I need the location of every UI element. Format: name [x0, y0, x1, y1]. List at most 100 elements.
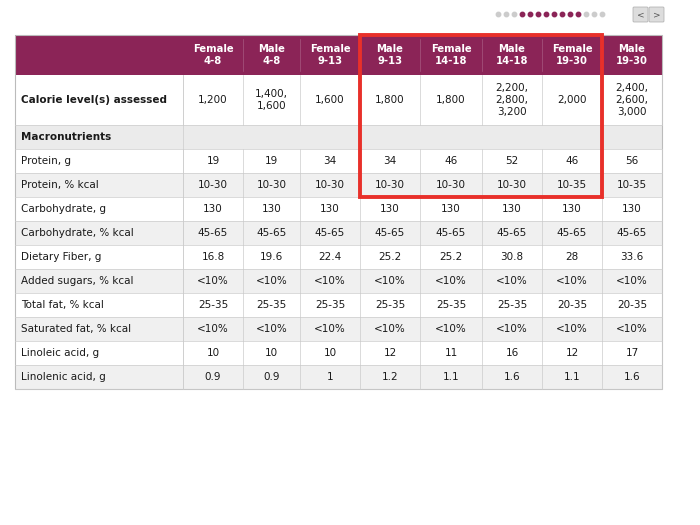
Text: 46: 46	[566, 156, 579, 166]
Text: <10%: <10%	[556, 276, 588, 286]
Bar	[15, 197, 662, 221]
Text: 10: 10	[265, 348, 278, 358]
Text: <10%: <10%	[256, 324, 288, 334]
Text: 45-65: 45-65	[315, 228, 345, 238]
Text: <10%: <10%	[616, 276, 648, 286]
Text: 10-30: 10-30	[198, 180, 228, 190]
Text: 52: 52	[505, 156, 519, 166]
Text: <10%: <10%	[374, 324, 406, 334]
Text: 130: 130	[203, 204, 223, 214]
Text: 19: 19	[206, 156, 220, 166]
Text: 16: 16	[505, 348, 519, 358]
Text: 45-65: 45-65	[256, 228, 286, 238]
Text: <10%: <10%	[314, 324, 346, 334]
Text: <10%: <10%	[496, 276, 528, 286]
Text: 1,200: 1,200	[198, 95, 228, 105]
Bar	[15, 365, 662, 389]
Text: 10-35: 10-35	[557, 180, 587, 190]
Text: 45-65: 45-65	[436, 228, 466, 238]
Text: Female
4-8: Female 4-8	[193, 44, 233, 66]
Text: 45-65: 45-65	[557, 228, 587, 238]
Text: 1,600: 1,600	[315, 95, 345, 105]
Text: Protein, % kcal: Protein, % kcal	[21, 180, 99, 190]
Text: 130: 130	[502, 204, 522, 214]
Text: >: >	[652, 10, 660, 19]
Bar	[15, 35, 662, 75]
Text: <10%: <10%	[435, 324, 467, 334]
Text: 2,000: 2,000	[557, 95, 587, 105]
Text: 10-35: 10-35	[617, 180, 647, 190]
Text: 1.1: 1.1	[442, 372, 459, 382]
Text: 12: 12	[384, 348, 397, 358]
Text: Male
4-8: Male 4-8	[258, 44, 285, 66]
Text: 56: 56	[625, 156, 638, 166]
Bar	[15, 269, 662, 293]
Text: Male
9-13: Male 9-13	[377, 44, 403, 66]
Text: 30.8: 30.8	[500, 252, 524, 262]
Text: Macronutrients: Macronutrients	[21, 132, 111, 142]
Text: 2,200,
2,800,
3,200: 2,200, 2,800, 3,200	[496, 83, 528, 117]
FancyBboxPatch shape	[633, 7, 648, 22]
Text: 0.9: 0.9	[263, 372, 280, 382]
Text: 10-30: 10-30	[497, 180, 527, 190]
Text: 25-35: 25-35	[198, 300, 228, 310]
Text: 1,800: 1,800	[375, 95, 405, 105]
Text: Saturated fat, % kcal: Saturated fat, % kcal	[21, 324, 131, 334]
Text: Female
14-18: Female 14-18	[430, 44, 471, 66]
Text: 10-30: 10-30	[436, 180, 466, 190]
Text: <10%: <10%	[314, 276, 346, 286]
Bar	[360, 35, 602, 197]
Text: 22.4: 22.4	[318, 252, 342, 262]
Bar	[15, 149, 662, 173]
Text: 2,400,
2,600,
3,000: 2,400, 2,600, 3,000	[615, 83, 648, 117]
Text: <10%: <10%	[374, 276, 406, 286]
Text: 130: 130	[320, 204, 340, 214]
Text: 25.2: 25.2	[440, 252, 463, 262]
Text: 46: 46	[444, 156, 458, 166]
Text: 16.8: 16.8	[202, 252, 225, 262]
Text: <10%: <10%	[197, 324, 229, 334]
Text: Added sugars, % kcal: Added sugars, % kcal	[21, 276, 134, 286]
Text: Dietary Fiber, g: Dietary Fiber, g	[21, 252, 102, 262]
Text: 1.2: 1.2	[382, 372, 398, 382]
Text: 130: 130	[562, 204, 582, 214]
Bar	[15, 221, 662, 245]
Text: 10-30: 10-30	[315, 180, 345, 190]
Text: 10: 10	[323, 348, 337, 358]
Text: <: <	[637, 10, 644, 19]
Text: 19.6: 19.6	[260, 252, 283, 262]
Text: Protein, g: Protein, g	[21, 156, 71, 166]
Text: 1.6: 1.6	[504, 372, 520, 382]
Text: 25-35: 25-35	[375, 300, 405, 310]
Text: Total fat, % kcal: Total fat, % kcal	[21, 300, 104, 310]
Text: <10%: <10%	[197, 276, 229, 286]
Text: 130: 130	[262, 204, 281, 214]
Text: 25.2: 25.2	[379, 252, 402, 262]
Text: <10%: <10%	[616, 324, 648, 334]
Text: 1.6: 1.6	[624, 372, 641, 382]
Bar	[15, 125, 662, 149]
Text: 25-35: 25-35	[315, 300, 345, 310]
Text: 20-35: 20-35	[557, 300, 587, 310]
Text: 1: 1	[327, 372, 333, 382]
Text: 130: 130	[622, 204, 642, 214]
Text: <10%: <10%	[435, 276, 467, 286]
Text: 45-65: 45-65	[375, 228, 405, 238]
Text: 45-65: 45-65	[198, 228, 228, 238]
Bar	[15, 173, 662, 197]
Bar	[15, 341, 662, 365]
Text: 34: 34	[323, 156, 337, 166]
Text: 0.9: 0.9	[204, 372, 221, 382]
Text: Linoleic acid, g: Linoleic acid, g	[21, 348, 99, 358]
Text: 1,400,
1,600: 1,400, 1,600	[255, 89, 288, 111]
Text: 10-30: 10-30	[256, 180, 286, 190]
Text: 25-35: 25-35	[256, 300, 286, 310]
Bar	[15, 75, 662, 125]
Text: 25-35: 25-35	[497, 300, 527, 310]
Text: Carbohydrate, g: Carbohydrate, g	[21, 204, 106, 214]
Text: 20-35: 20-35	[617, 300, 647, 310]
Text: Male
14-18: Male 14-18	[496, 44, 528, 66]
Bar	[15, 245, 662, 269]
Text: <10%: <10%	[556, 324, 588, 334]
Text: 17: 17	[625, 348, 638, 358]
